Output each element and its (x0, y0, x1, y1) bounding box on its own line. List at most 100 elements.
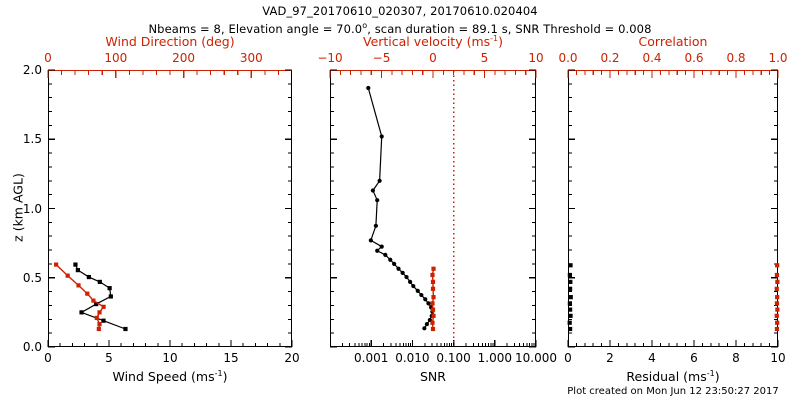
x-tick-label: 0.010 (395, 351, 430, 365)
x-tick-label: 0 (44, 351, 52, 365)
data-point (775, 320, 780, 325)
top-x-tick-label: 0.4 (642, 51, 662, 65)
data-point (774, 313, 779, 318)
data-point (415, 288, 420, 294)
data-point (86, 274, 91, 280)
x-tick-label: 4 (648, 351, 656, 365)
data-point (54, 262, 59, 267)
top-x-tick-label: 0 (429, 51, 437, 65)
top-x-axis-label: Correlation (638, 34, 708, 49)
data-point (431, 295, 436, 300)
data-point (775, 263, 780, 268)
series-residual (567, 263, 573, 332)
series-wind-speed (73, 262, 128, 332)
subtitle-suffix: , scan duration = 89.1 s, SNR Threshold … (367, 21, 652, 36)
series-correlation (774, 263, 780, 332)
data-point (568, 313, 573, 318)
subtitle-prefix: Nbeams = 8, Elevation angle = 70.0 (148, 21, 363, 36)
data-point (423, 297, 428, 302)
data-point (568, 295, 573, 300)
x-axis-label: Wind Speed (ms-1) (112, 369, 228, 385)
x-axis-label: SNR (420, 369, 446, 384)
data-point (101, 318, 106, 323)
x-tick-label: 5 (105, 351, 113, 365)
x-tick-label: 6 (690, 351, 698, 365)
data-point (774, 326, 780, 332)
data-point (424, 322, 430, 327)
top-x-tick-label: 0.6 (684, 51, 704, 65)
data-point (408, 279, 413, 284)
data-point (383, 252, 388, 257)
plot-creation-timestamp: Plot created on Mon Jun 12 23:50:27 2017 (567, 386, 779, 397)
data-point (568, 263, 573, 268)
data-point (94, 315, 99, 321)
top-x-tick-label: −10 (317, 51, 343, 65)
data-point (375, 198, 380, 203)
data-point (568, 326, 573, 332)
x-tick-label: 0 (564, 351, 572, 365)
data-point (73, 262, 78, 267)
data-point (123, 326, 128, 332)
data-point (96, 326, 101, 332)
x-tick-label: 10 (770, 351, 786, 365)
scan-parameters-subtitle: Nbeams = 8, Elevation angle = 70.0o, sca… (0, 21, 800, 36)
degree-superscript: o (362, 21, 368, 30)
x-tick-label: 2 (606, 351, 614, 365)
data-point (775, 279, 780, 284)
data-point (567, 320, 572, 325)
x-tick-label: 8 (732, 351, 740, 365)
data-point (370, 188, 376, 193)
data-point (774, 301, 780, 306)
data-point (375, 248, 380, 253)
data-point (430, 272, 435, 278)
x-tick-label: 10 (162, 351, 178, 365)
top-x-tick-label: 5 (480, 51, 489, 65)
data-point (568, 286, 573, 291)
top-x-tick-label: 200 (172, 51, 195, 65)
data-point (430, 286, 436, 291)
series-line (74, 264, 126, 330)
data-point (400, 270, 405, 275)
data-point (379, 244, 384, 249)
x-tick-label: 15 (223, 351, 239, 365)
data-point (426, 301, 431, 306)
data-point (568, 307, 573, 312)
data-point (75, 268, 80, 273)
x-axis-label: Residual (ms-1) (626, 369, 720, 385)
data-point (419, 292, 424, 298)
data-point (431, 266, 436, 271)
top-x-tick-label: 10 (528, 51, 544, 65)
top-x-tick-label: 0 (44, 51, 52, 65)
top-axis-spine (568, 70, 778, 72)
data-point (97, 322, 102, 327)
data-point (379, 134, 384, 139)
data-point (94, 301, 99, 307)
data-point (368, 238, 373, 243)
y-tick-label: 0.5 (22, 270, 42, 285)
top-x-tick-label: 0.8 (726, 51, 746, 65)
data-point (775, 307, 780, 312)
data-point (430, 320, 435, 325)
data-point (422, 326, 427, 331)
x-tick-label: 10.000 (515, 351, 557, 365)
top-x-tick-label: −5 (372, 51, 391, 65)
data-point (79, 310, 84, 315)
data-point (65, 273, 70, 278)
data-point (775, 295, 780, 300)
data-point (567, 301, 572, 306)
data-point (76, 283, 81, 288)
data-point (774, 272, 780, 278)
y-tick-label: 1.5 (22, 132, 42, 147)
x-tick-label: 0.100 (436, 351, 471, 365)
top-x-tick-label: 300 (239, 51, 263, 65)
top-x-tick-label: 0.0 (558, 51, 578, 65)
data-point (404, 274, 409, 280)
top-x-tick-label: 100 (104, 51, 128, 65)
data-point (85, 291, 90, 296)
